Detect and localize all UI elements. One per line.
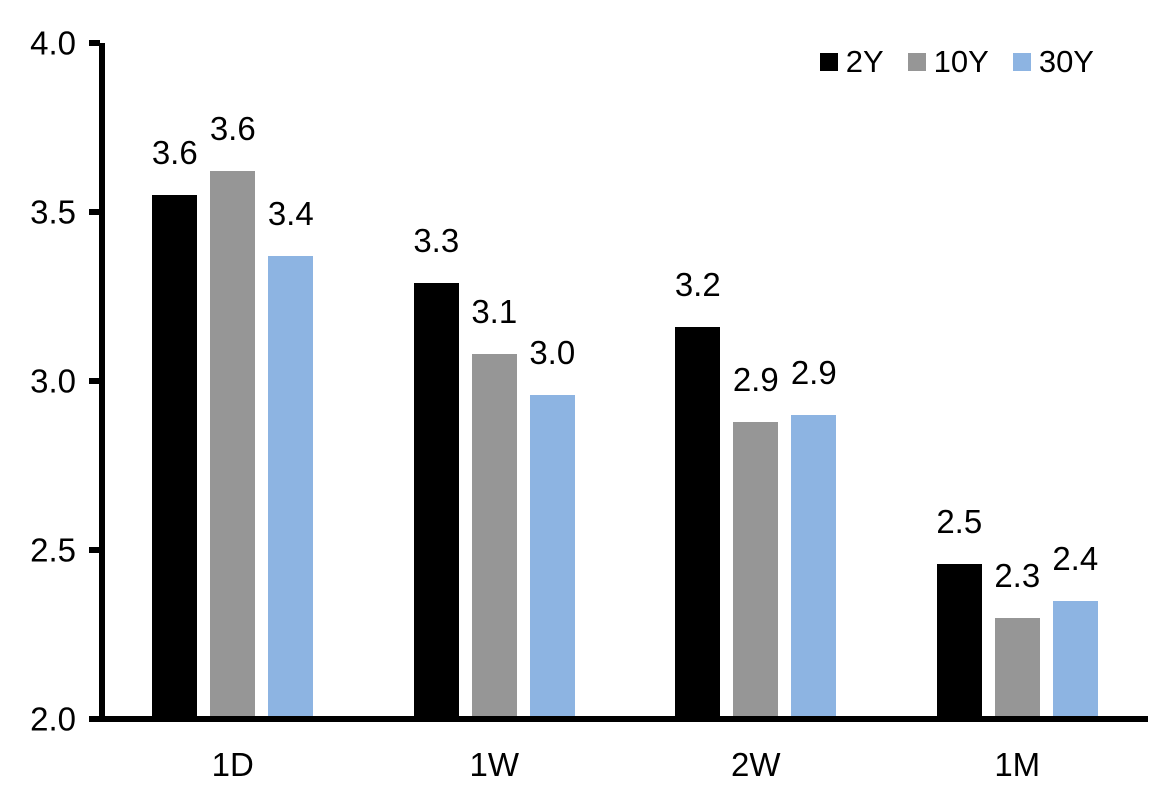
bar-value-label: 3.2 [674, 265, 721, 303]
bar-value-label: 2.9 [732, 360, 779, 398]
y-tick-mark [89, 547, 100, 553]
y-tick-label: 2.5 [30, 531, 76, 569]
y-tick-label: 3.5 [30, 193, 76, 231]
bar-2Y-1D [152, 195, 198, 719]
y-tick-mark [89, 716, 100, 722]
y-tick-mark [89, 209, 100, 215]
bar-10Y-1M [994, 617, 1040, 719]
x-tick-label-1M: 1M [994, 746, 1041, 783]
legend-item-30Y: 30Y [1012, 44, 1094, 79]
x-axis-line [99, 716, 1148, 722]
legend-label: 2Y [845, 44, 884, 79]
legend-item-10Y: 10Y [907, 44, 989, 79]
legend-swatch-icon [819, 52, 838, 71]
bar-value-label: 2.3 [994, 556, 1041, 594]
bar-2Y-1M [936, 563, 982, 719]
bar-value-label: 2.4 [1052, 539, 1099, 577]
bar-value-label: 3.3 [413, 221, 460, 259]
bar-10Y-2W [733, 421, 779, 719]
legend-swatch-icon [1012, 52, 1031, 71]
bar-value-label: 3.0 [529, 333, 576, 371]
bar-value-label: 3.6 [151, 134, 198, 172]
bar-value-label: 2.9 [790, 353, 837, 391]
bar-value-label: 3.1 [471, 292, 518, 330]
legend-label: 30Y [1038, 44, 1094, 79]
bar-value-label: 3.4 [267, 194, 314, 232]
y-tick-mark [89, 40, 100, 46]
bar-value-label: 3.6 [209, 110, 256, 148]
bar-30Y-1D [268, 255, 314, 719]
legend-label: 10Y [933, 44, 989, 79]
bar-10Y-1D [210, 171, 256, 719]
y-tick-label: 3.0 [30, 362, 76, 400]
y-tick-label: 2.0 [30, 700, 76, 738]
y-tick-mark [89, 378, 100, 384]
bar-value-label: 2.5 [936, 502, 983, 540]
legend: 2Y 10Y 30Y [819, 44, 1094, 79]
legend-item-2Y: 2Y [819, 44, 884, 79]
bar-30Y-1M [1052, 600, 1098, 719]
bar-2Y-1W [413, 282, 459, 719]
bar-30Y-1W [529, 394, 575, 719]
x-tick-label-1W: 1W [469, 746, 520, 783]
bar-2Y-2W [675, 326, 721, 719]
y-tick-label: 4.0 [30, 24, 76, 62]
x-tick-label-2W: 2W [731, 746, 781, 783]
bar-10Y-1W [471, 353, 517, 719]
y-axis-line [99, 43, 105, 722]
x-tick-label-1D: 1D [211, 746, 254, 783]
bar-30Y-2W [791, 414, 837, 719]
legend-swatch-icon [907, 52, 926, 71]
